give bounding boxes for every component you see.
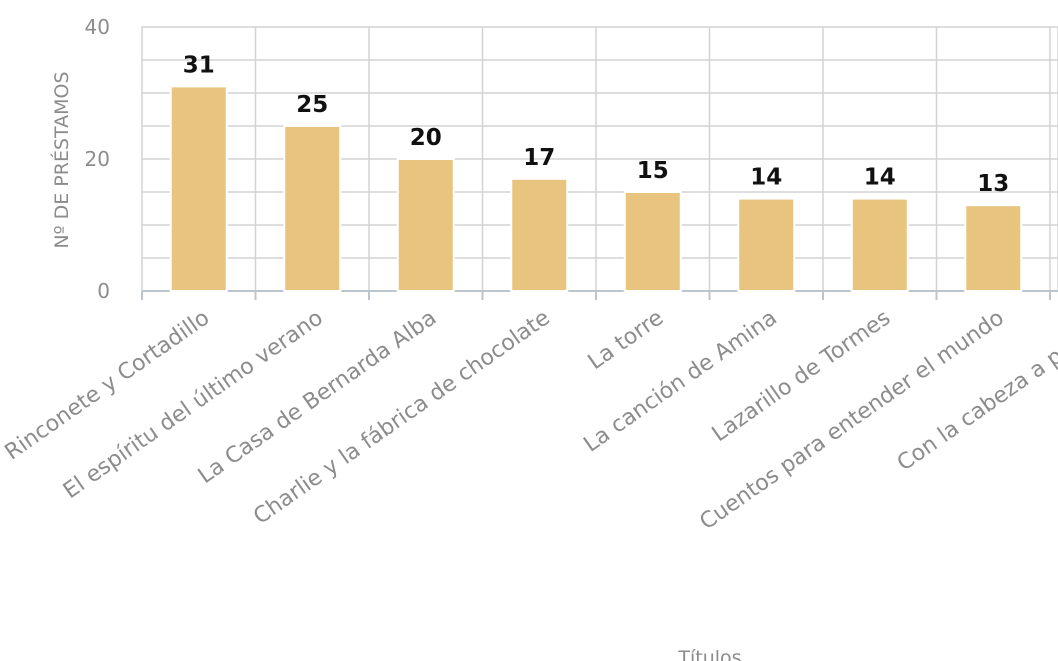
data-label: 25	[296, 92, 328, 118]
grid-lines	[141, 26, 1058, 300]
bars-group	[169, 85, 1023, 293]
data-label: 17	[523, 145, 555, 171]
data-labels-group: 312520171514141313	[183, 52, 1010, 197]
y-tick-label: 20	[85, 147, 110, 171]
bar[interactable]	[737, 197, 796, 293]
bar[interactable]	[623, 191, 682, 292]
x-axis-label: Títulos	[677, 647, 741, 661]
x-category-label: La torre	[584, 305, 668, 375]
data-label: 14	[750, 165, 782, 191]
bar[interactable]	[169, 85, 228, 293]
data-label: 13	[977, 171, 1009, 197]
bar[interactable]	[283, 125, 342, 292]
data-label: 14	[864, 165, 896, 191]
y-tick-label: 40	[85, 15, 110, 39]
y-axis-label: Nº DE PRÉSTAMOS	[50, 71, 73, 248]
y-tick-label: 0	[97, 279, 110, 303]
data-label: 15	[637, 158, 669, 184]
data-label: 20	[410, 125, 442, 151]
y-tick-labels: 0 20 40	[85, 15, 110, 303]
x-category-label: La canción de Amina	[579, 305, 781, 457]
data-label: 31	[183, 52, 215, 78]
bar[interactable]	[850, 197, 909, 293]
bar[interactable]	[396, 158, 455, 292]
x-category-label: Rinconete y Cortadillo	[1, 305, 215, 465]
bar[interactable]	[964, 204, 1023, 292]
bar[interactable]	[510, 177, 569, 292]
